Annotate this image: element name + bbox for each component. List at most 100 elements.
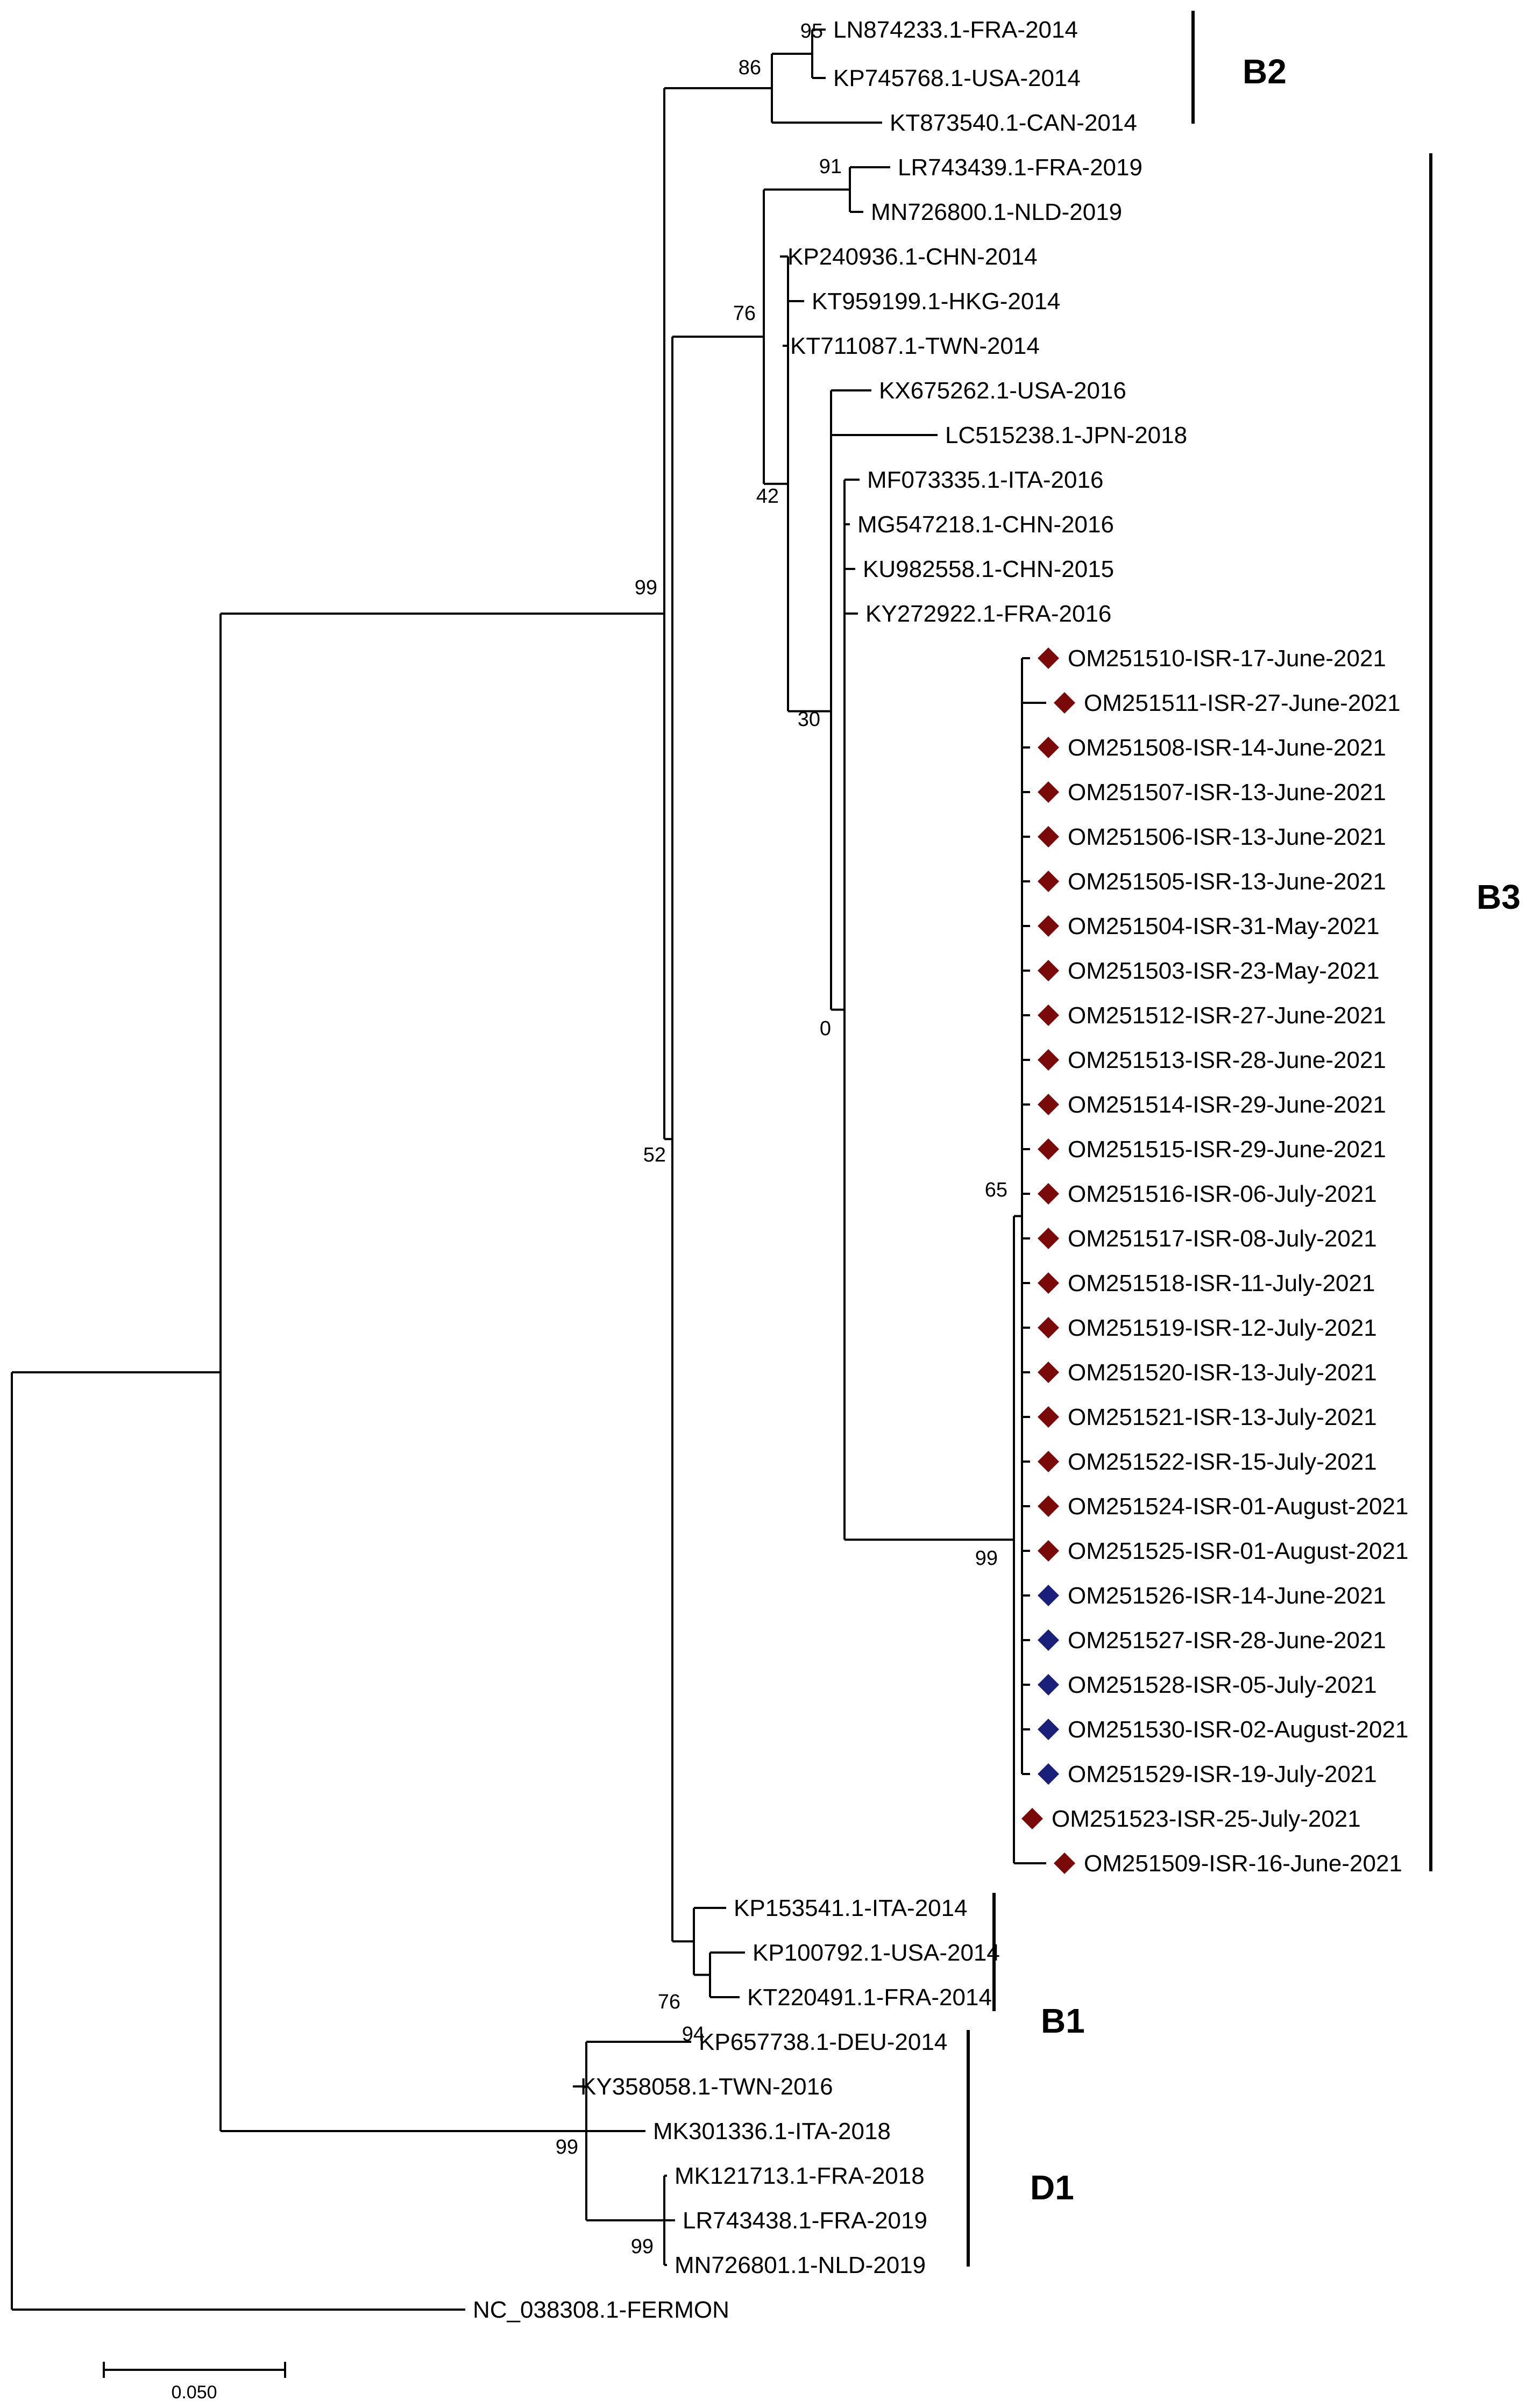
leaf-label-L31: OM251520-ISR-13-July-2021 <box>1068 1359 1377 1386</box>
bootstrap-b3_root: 76 <box>733 302 756 325</box>
scale-bar: 0.050 <box>103 2362 286 2403</box>
branch-bTop <box>663 87 772 1141</box>
bootstrap-b3_inner: 30 <box>798 708 820 731</box>
leaf-label-L29: OM251518-ISR-11-July-2021 <box>1068 1270 1375 1296</box>
bootstrap-b_mid: 52 <box>643 1144 666 1166</box>
marker-blue-L38 <box>1038 1674 1059 1695</box>
leaf-label-L7: KT959199.1-HKG-2014 <box>812 288 1060 315</box>
leaf-label-L21: OM251504-ISR-31-May-2021 <box>1068 913 1380 939</box>
leaf-label-L22: OM251503-ISR-23-May-2021 <box>1068 958 1380 984</box>
leaf-label-L17: OM251508-ISR-14-June-2021 <box>1068 735 1386 761</box>
branch-isr <box>1013 1215 1046 1864</box>
leaf-label-L12: MG547218.1-CHN-2016 <box>857 511 1114 538</box>
leaf-label-L41: OM251523-ISR-25-July-2021 <box>1052 1806 1361 1832</box>
leaf-label-L28: OM251517-ISR-08-July-2021 <box>1068 1226 1377 1252</box>
marker-red-L17 <box>1038 737 1059 758</box>
branch-b3 <box>763 188 850 485</box>
marker-red-L30 <box>1038 1317 1059 1338</box>
leaf-label-L18: OM251507-ISR-13-June-2021 <box>1068 779 1386 806</box>
branch-isrA <box>1021 657 1046 1775</box>
marker-blue-L39 <box>1038 1719 1059 1740</box>
tree-branches <box>11 29 1046 2311</box>
bootstrap-b3_mid: 42 <box>756 485 779 508</box>
branch-b2 <box>771 53 882 124</box>
marker-red-L16 <box>1054 692 1075 714</box>
leaf-label-L8: KT711087.1-TWN-2014 <box>790 333 1040 359</box>
clade-label-D1: D1 <box>1030 2168 1074 2207</box>
marker-red-L23 <box>1038 1004 1059 1026</box>
bootstrap-b2_root: 86 <box>739 56 761 79</box>
leaf-label-L38: OM251528-ISR-05-July-2021 <box>1068 1672 1377 1698</box>
marker-red-L22 <box>1038 960 1059 981</box>
leaf-label-L33: OM251522-ISR-15-July-2021 <box>1068 1449 1377 1475</box>
bootstrap-b_all: 99 <box>635 576 657 599</box>
bootstrap-b1_inner: 94 <box>682 2023 705 2046</box>
branch-b3b <box>780 255 831 713</box>
leaf-label-L45: KT220491.1-FRA-2014 <box>747 1984 992 2011</box>
leaf-label-L14: KY272922.1-FRA-2016 <box>865 601 1111 627</box>
leaf-label-L50: LR743438.1-FRA-2019 <box>683 2207 927 2234</box>
leaf-label-L48: MK301336.1-ITA-2018 <box>653 2118 891 2145</box>
leaf-label-L52: NC_038308.1-FERMON <box>473 2297 729 2323</box>
leaf-label-L10: LC515238.1-JPN-2018 <box>945 422 1187 448</box>
leaf-label-L6: KP240936.1-CHN-2014 <box>787 244 1038 270</box>
leaf-label-L37: OM251527-ISR-28-June-2021 <box>1068 1627 1386 1654</box>
scale-bar-line <box>103 2362 286 2378</box>
marker-red-L19 <box>1038 826 1059 847</box>
leaf-label-L5: MN726800.1-NLD-2019 <box>871 199 1122 225</box>
clade-label-B3: B3 <box>1477 878 1521 916</box>
marker-red-L20 <box>1038 871 1059 892</box>
leaf-label-L40: OM251529-ISR-19-July-2021 <box>1068 1761 1377 1787</box>
marker-red-L24 <box>1038 1049 1059 1071</box>
leaf-label-L49: MK121713.1-FRA-2018 <box>675 2163 925 2189</box>
leaf-label-L19: OM251506-ISR-13-June-2021 <box>1068 824 1386 850</box>
leaf-label-L44: KP100792.1-USA-2014 <box>753 1940 1000 1966</box>
leaf-label-L3: KT873540.1-CAN-2014 <box>890 110 1137 136</box>
bootstrap-b3_nld_fra: 91 <box>819 155 842 178</box>
marker-red-L28 <box>1038 1228 1059 1249</box>
leaf-label-L9: KX675262.1-USA-2016 <box>879 377 1126 404</box>
marker-red-L27 <box>1038 1183 1059 1205</box>
leaf-label-L1: LN874233.1-FRA-2014 <box>833 17 1078 43</box>
leaf-labels: LN874233.1-FRA-2014 KP745768.1-USA-2014 KT… <box>473 17 1408 2323</box>
marker-red-L31 <box>1038 1362 1059 1383</box>
leaf-label-L15: OM251510-ISR-17-June-2021 <box>1068 645 1386 672</box>
sample-markers <box>1021 647 1075 1874</box>
marker-red-L25 <box>1038 1094 1059 1115</box>
leaf-label-L47: KY358058.1-TWN-2016 <box>580 2074 833 2100</box>
leaf-label-L32: OM251521-ISR-13-July-2021 <box>1068 1404 1377 1430</box>
leaf-label-L30: OM251519-ISR-12-July-2021 <box>1068 1315 1377 1341</box>
leaf-label-L11: MF073335.1-ITA-2016 <box>867 467 1103 493</box>
leaf-label-L43: KP153541.1-ITA-2014 <box>734 1895 968 1921</box>
leaf-label-L42: OM251509-ISR-16-June-2021 <box>1084 1850 1402 1877</box>
marker-red-L34 <box>1038 1495 1059 1517</box>
leaf-label-L39: OM251530-ISR-02-August-2021 <box>1068 1716 1408 1743</box>
leaf-label-L35: OM251525-ISR-01-August-2021 <box>1068 1538 1408 1564</box>
branch-b3c <box>830 412 844 1011</box>
branch-d1 <box>573 2041 691 2221</box>
leaf-label-L16: OM251511-ISR-27-June-2021 <box>1084 690 1401 716</box>
marker-red-L21 <box>1038 915 1059 937</box>
marker-blue-L40 <box>1038 1763 1059 1785</box>
marker-red-L42 <box>1054 1853 1075 1874</box>
leaf-label-L51: MN726801.1-NLD-2019 <box>675 2252 926 2278</box>
branch-b3e <box>843 479 1014 1541</box>
branch-b1 <box>693 1907 726 1976</box>
bootstrap-b3_zero: 0 <box>820 1017 831 1040</box>
marker-blue-L36 <box>1038 1585 1059 1606</box>
branch-b2i <box>811 29 826 79</box>
leaf-label-L23: OM251512-ISR-27-June-2021 <box>1068 1002 1386 1029</box>
leaf-label-L26: OM251515-ISR-29-June-2021 <box>1068 1136 1386 1163</box>
leaf-label-L34: OM251524-ISR-01-August-2021 <box>1068 1493 1408 1520</box>
marker-red-L18 <box>1038 781 1059 803</box>
bootstrap-b3_isr: 99 <box>975 1547 998 1570</box>
leaf-label-L27: OM251516-ISR-06-July-2021 <box>1068 1181 1377 1207</box>
bootstrap-d1_root: 99 <box>556 2136 578 2158</box>
branch-b1i <box>709 1951 745 1998</box>
branch-bMid <box>671 336 764 1943</box>
leaf-label-L24: OM251513-ISR-28-June-2021 <box>1068 1047 1386 1073</box>
leaf-label-L13: KU982558.1-CHN-2015 <box>863 556 1114 582</box>
scale-bar-label: 0.050 <box>171 2382 217 2403</box>
marker-red-L26 <box>1038 1138 1059 1160</box>
